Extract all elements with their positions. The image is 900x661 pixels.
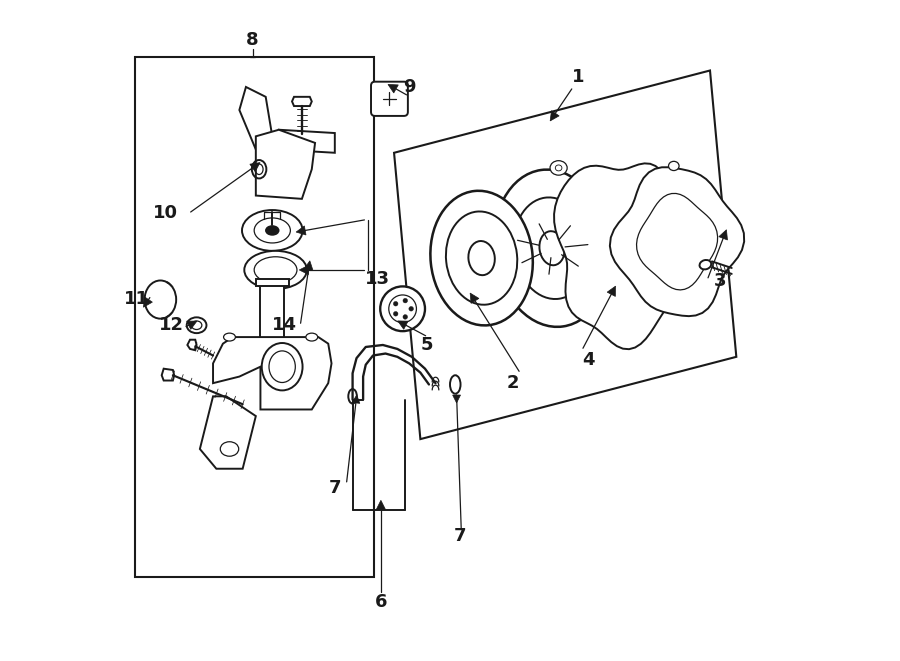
Text: 13: 13	[365, 270, 390, 288]
Polygon shape	[256, 130, 315, 199]
Polygon shape	[296, 226, 306, 235]
Ellipse shape	[450, 375, 461, 394]
Ellipse shape	[393, 301, 398, 306]
Text: 8: 8	[247, 30, 259, 48]
FancyBboxPatch shape	[484, 292, 511, 313]
Text: 10: 10	[153, 204, 178, 222]
Polygon shape	[143, 297, 152, 307]
Ellipse shape	[468, 241, 495, 275]
Text: 4: 4	[582, 351, 595, 369]
Polygon shape	[300, 265, 309, 274]
Ellipse shape	[699, 260, 711, 270]
Ellipse shape	[550, 161, 567, 175]
Ellipse shape	[186, 317, 206, 333]
Polygon shape	[388, 85, 399, 93]
Ellipse shape	[430, 191, 533, 325]
Text: 3: 3	[714, 272, 726, 290]
Ellipse shape	[380, 286, 425, 331]
Ellipse shape	[223, 333, 236, 341]
Polygon shape	[304, 261, 313, 270]
Ellipse shape	[348, 389, 357, 404]
Polygon shape	[636, 194, 717, 290]
Ellipse shape	[669, 161, 680, 171]
Ellipse shape	[389, 295, 417, 323]
Text: 11: 11	[124, 290, 149, 308]
Ellipse shape	[145, 280, 176, 319]
Polygon shape	[213, 337, 331, 409]
Text: 12: 12	[159, 316, 184, 334]
Polygon shape	[200, 397, 256, 469]
Polygon shape	[279, 130, 335, 153]
Ellipse shape	[403, 315, 408, 319]
Ellipse shape	[306, 333, 318, 341]
Ellipse shape	[254, 256, 297, 283]
Ellipse shape	[514, 198, 590, 299]
Polygon shape	[239, 87, 279, 149]
Ellipse shape	[446, 212, 518, 305]
Ellipse shape	[393, 311, 398, 316]
Polygon shape	[490, 235, 515, 268]
Ellipse shape	[192, 321, 202, 330]
Text: 9: 9	[403, 78, 416, 96]
Polygon shape	[186, 321, 197, 329]
Polygon shape	[260, 284, 284, 344]
Polygon shape	[352, 395, 360, 403]
Bar	[135, 58, 374, 577]
Polygon shape	[554, 163, 703, 349]
Polygon shape	[719, 230, 727, 240]
Bar	[256, 278, 289, 286]
Ellipse shape	[539, 231, 564, 265]
Ellipse shape	[155, 284, 179, 315]
Text: 7: 7	[328, 479, 341, 498]
Text: 5: 5	[420, 336, 433, 354]
Text: 14: 14	[272, 316, 297, 334]
Polygon shape	[470, 293, 479, 303]
Polygon shape	[250, 163, 260, 172]
Polygon shape	[162, 369, 175, 381]
Ellipse shape	[220, 442, 238, 456]
Polygon shape	[187, 340, 196, 350]
Polygon shape	[550, 110, 559, 121]
Text: 6: 6	[374, 593, 387, 611]
Ellipse shape	[494, 170, 610, 327]
Ellipse shape	[403, 298, 408, 303]
Polygon shape	[453, 395, 461, 403]
Ellipse shape	[555, 165, 562, 171]
Ellipse shape	[269, 351, 295, 383]
Polygon shape	[398, 321, 408, 329]
FancyBboxPatch shape	[371, 82, 408, 116]
Polygon shape	[610, 167, 744, 316]
Ellipse shape	[265, 225, 280, 236]
Polygon shape	[376, 500, 385, 510]
Ellipse shape	[262, 343, 302, 391]
Text: 1: 1	[572, 68, 585, 86]
Ellipse shape	[409, 307, 413, 311]
Text: 2: 2	[507, 374, 518, 392]
Polygon shape	[292, 97, 311, 106]
Text: 7: 7	[454, 527, 466, 545]
Ellipse shape	[244, 251, 307, 289]
Polygon shape	[608, 286, 616, 296]
